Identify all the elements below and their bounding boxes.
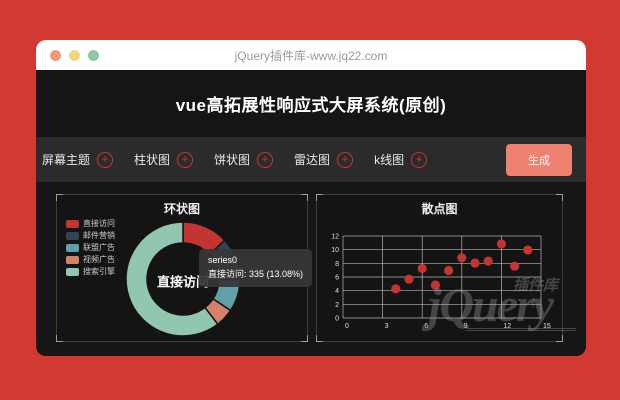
toolbar-item-label: k线图	[374, 153, 405, 167]
x-axis-tick-label: 9	[464, 323, 468, 330]
panel-resize-corner	[556, 194, 563, 201]
add-icon[interactable]: +	[337, 151, 354, 168]
scatter-point[interactable]	[483, 256, 493, 266]
scatter-point[interactable]	[430, 280, 440, 290]
scatter-point[interactable]	[496, 239, 506, 249]
y-axis-tick-label: 8	[335, 261, 339, 268]
toolbar-item-screen-theme[interactable]: 屏幕主题 +	[42, 151, 114, 168]
scatter-point[interactable]	[444, 265, 454, 276]
legend-swatch	[66, 219, 79, 228]
scatter-point[interactable]	[417, 263, 427, 274]
legend-label: 联盟广告	[83, 243, 115, 252]
y-axis-tick-label: 2	[335, 302, 339, 309]
legend-item[interactable]: 视频广告	[66, 254, 115, 265]
panel-resize-corner	[301, 194, 308, 201]
browser-titlebar: jQuery插件库-www.jq22.com	[36, 40, 586, 70]
y-axis-tick-label: 4	[335, 288, 339, 295]
legend-swatch	[66, 267, 79, 276]
app-header: vue高拓展性响应式大屏系统(原创)	[36, 70, 586, 137]
donut-chart-panel[interactable]: 环状图 直接访问 邮件营销 联盟广告 视频广告	[56, 194, 313, 342]
toolbar-item-kline-chart[interactable]: k线图 +	[374, 151, 428, 168]
close-window-button[interactable]	[50, 49, 61, 61]
x-axis-tick-label: 15	[543, 323, 551, 330]
scatter-chart-panel[interactable]: 散点图 0 2 4 6 8 10 12 0 3 6 9 12 15	[316, 194, 563, 342]
panel-resize-corner	[301, 335, 308, 342]
legend-item[interactable]: 邮件营销	[66, 230, 115, 241]
y-axis-tick-label: 0	[335, 316, 339, 323]
y-axis-tick-label: 12	[331, 234, 339, 241]
add-icon[interactable]: +	[97, 151, 114, 168]
tooltip-series-name: series0	[208, 255, 238, 265]
y-axis-tick-label: 6	[335, 275, 339, 282]
panel-resize-corner	[556, 335, 563, 342]
chart-tooltip: series0 直接访问: 335 (13.08%)	[199, 249, 313, 287]
add-icon[interactable]: +	[257, 151, 274, 168]
browser-title: jQuery插件库-www.jq22.com	[234, 48, 388, 63]
legend-item[interactable]: 直接访问	[66, 218, 115, 229]
minimize-window-button[interactable]	[69, 49, 80, 61]
toolbar-item-bar-chart[interactable]: 柱状图 +	[134, 151, 194, 168]
scatter-point[interactable]	[510, 261, 520, 271]
donut-center-label: 直接访问	[156, 274, 210, 290]
page-title: vue高拓展性响应式大屏系统(原创)	[175, 96, 447, 115]
toolbar: 屏幕主题 + 柱状图 + 饼状图 + 雷达图 + k线图 + 生成	[36, 137, 586, 182]
toolbar-item-radar-chart[interactable]: 雷达图 +	[294, 151, 354, 168]
legend-label: 搜索引擎	[83, 267, 115, 276]
toolbar-item-label: 雷达图	[294, 153, 331, 167]
legend-item[interactable]: 联盟广告	[66, 242, 115, 253]
chart-legend: 直接访问 邮件营销 联盟广告 视频广告 搜索引擎	[66, 218, 115, 278]
legend-label: 视频广告	[83, 255, 115, 264]
legend-item[interactable]: 搜索引擎	[66, 266, 115, 277]
panel-resize-corner	[316, 194, 323, 201]
scatter-point[interactable]	[523, 245, 533, 255]
tooltip-value: 直接访问: 335 (13.08%)	[208, 268, 304, 279]
panel-resize-corner	[56, 335, 63, 342]
toolbar-item-label: 柱状图	[134, 153, 171, 167]
x-axis-tick-label: 0	[345, 323, 349, 330]
toolbar-item-label: 屏幕主题	[42, 153, 91, 167]
x-axis-tick-label: 12	[503, 323, 511, 330]
panel-resize-corner	[316, 335, 323, 342]
scatter-point[interactable]	[470, 258, 480, 268]
maximize-window-button[interactable]	[88, 49, 99, 61]
dashboard-canvas: 环状图 直接访问 邮件营销 联盟广告 视频广告	[36, 182, 586, 356]
generate-button[interactable]: 生成	[506, 143, 572, 176]
add-icon[interactable]: +	[177, 151, 194, 168]
scatter-chart: 0 2 4 6 8 10 12 0 3 6 9 12 15	[331, 234, 551, 331]
scatter-point[interactable]	[457, 253, 467, 263]
chart-title: 环状图	[163, 202, 200, 216]
donut-slice-搜索引擎[interactable]	[125, 221, 219, 337]
toolbar-item-pie-chart[interactable]: 饼状图 +	[214, 151, 274, 168]
legend-swatch	[66, 255, 79, 264]
legend-label: 直接访问	[83, 219, 115, 228]
chart-title: 散点图	[421, 202, 458, 216]
window-controls	[50, 49, 99, 61]
legend-label: 邮件营销	[83, 231, 115, 240]
add-icon[interactable]: +	[411, 151, 428, 168]
legend-swatch	[66, 243, 79, 252]
scatter-point[interactable]	[391, 284, 401, 294]
x-axis-tick-label: 6	[424, 323, 428, 330]
toolbar-item-label: 饼状图	[214, 153, 251, 167]
x-axis-tick-label: 3	[385, 323, 389, 330]
y-axis-tick-label: 10	[331, 247, 339, 254]
legend-swatch	[66, 231, 79, 240]
scatter-point[interactable]	[404, 274, 414, 284]
browser-window: jQuery插件库-www.jq22.com vue高拓展性响应式大屏系统(原创…	[36, 40, 586, 356]
panel-resize-corner	[56, 194, 63, 201]
